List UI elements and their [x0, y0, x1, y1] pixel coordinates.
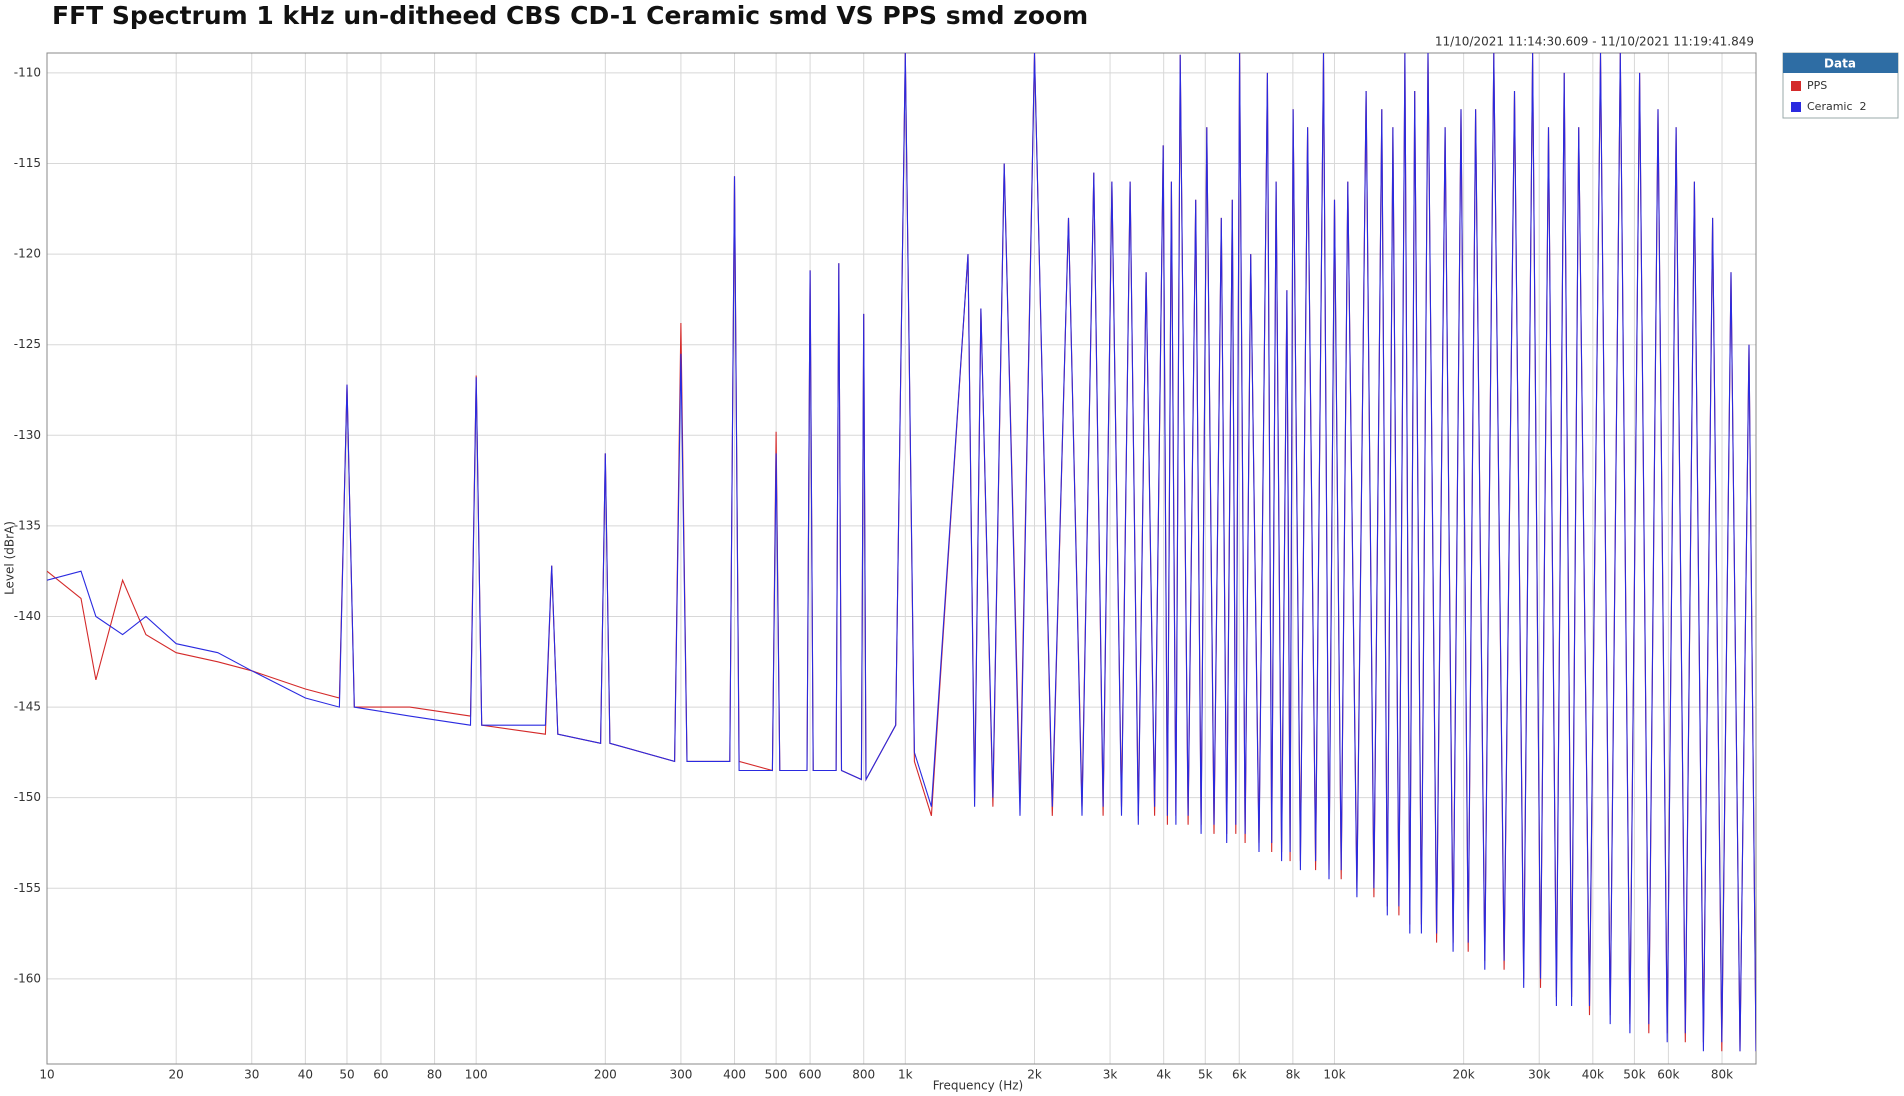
x-tick-label: 2k [1027, 1068, 1042, 1082]
x-tick-label: 600 [799, 1068, 822, 1082]
y-tick-label: -110 [14, 65, 41, 79]
x-axis-label: Frequency (Hz) [933, 1079, 1024, 1093]
x-tick-label: 4k [1156, 1068, 1171, 1082]
legend-swatch [1791, 102, 1801, 112]
plot-frame [46, 52, 1757, 1065]
x-tick-label: 80 [427, 1068, 442, 1082]
y-tick-label: -160 [14, 971, 41, 985]
axes: 10 20 30 40 50 60 80 100 200 300 400 500 600 800 1k 2k 3… [14, 52, 1757, 1082]
x-tick-label: 60k [1657, 1068, 1679, 1082]
x-tick-label: 3k [1103, 1068, 1118, 1082]
x-tick-label: 10k [1323, 1068, 1345, 1082]
y-tick-label: -150 [14, 790, 41, 804]
y-tick-label: -125 [14, 337, 41, 351]
y-tick-label: -145 [14, 700, 41, 714]
legend-swatch [1791, 81, 1801, 91]
x-tick-label: 20k [1453, 1068, 1475, 1082]
y-tick-label: -120 [14, 247, 41, 261]
x-tick-label: 8k [1286, 1068, 1301, 1082]
x-tick-label: 30 [244, 1068, 259, 1082]
x-tick-label: 50k [1623, 1068, 1645, 1082]
x-tick-label: 500 [765, 1068, 788, 1082]
series-line [47, 53, 1756, 1052]
legend-title: Data [1824, 57, 1856, 71]
x-tick-label: 5k [1198, 1068, 1213, 1082]
x-tick-label: 60 [373, 1068, 388, 1082]
x-tick-label: 20 [169, 1068, 184, 1082]
y-tick-label: -130 [14, 428, 41, 442]
x-tick-label: 10 [39, 1068, 54, 1082]
x-tick-label: 30k [1528, 1068, 1550, 1082]
x-tick-label: 800 [852, 1068, 875, 1082]
legend: Data PPS Ceramic 2 [1782, 52, 1899, 119]
legend-label: PPS [1807, 79, 1827, 92]
x-tick-label: 50 [339, 1068, 354, 1082]
x-tick-label: 400 [723, 1068, 746, 1082]
y-tick-label: -140 [14, 609, 41, 623]
timestamp: 11/10/2021 11:14:30.609 - 11/10/2021 11:… [1435, 35, 1754, 49]
x-tick-label: 40 [298, 1068, 313, 1082]
x-tick-label: 6k [1232, 1068, 1247, 1082]
x-tick-label: 300 [669, 1068, 692, 1082]
legend-header [1783, 53, 1898, 73]
y-tick-label: -155 [14, 881, 41, 895]
y-axis-label: Level (dBrA) [3, 521, 17, 595]
x-tick-label: 80k [1711, 1068, 1733, 1082]
y-tick-label: -135 [14, 518, 41, 532]
x-tick-label: 200 [594, 1068, 617, 1082]
chart-title: FFT Spectrum 1 kHz un-ditheed CBS CD-1 C… [52, 1, 1088, 30]
x-tick-label: 40k [1582, 1068, 1604, 1082]
y-tick-label: -115 [14, 156, 41, 170]
x-tick-label: 1k [898, 1068, 913, 1082]
plot-area [47, 53, 1756, 1052]
x-tick-label: 100 [465, 1068, 488, 1082]
legend-label: Ceramic 2 [1807, 100, 1867, 113]
